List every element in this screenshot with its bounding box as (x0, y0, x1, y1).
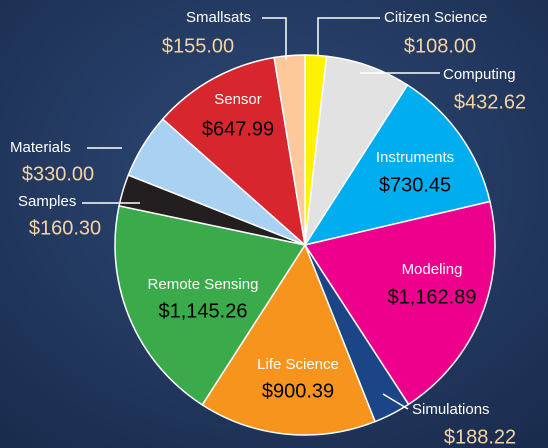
leader-line (382, 393, 409, 410)
value-label: $1,162.89 (388, 286, 477, 308)
pie-slice (161, 56, 307, 247)
leader-line (317, 17, 380, 56)
slice-label: Samples (18, 193, 76, 210)
value-label: $160.30 (29, 217, 101, 239)
pie-slice (114, 204, 307, 406)
slice-label: Smallsats (186, 9, 251, 26)
leader-line (262, 17, 287, 60)
value-label: $730.45 (379, 174, 451, 196)
labels: Citizen Science $108.00 Computing $432.62 In… (10, 9, 526, 448)
value-label: $188.22 (444, 426, 516, 448)
value-label: $108.00 (404, 35, 476, 57)
slice-label: Sensor (214, 91, 262, 108)
value-label: $1,145.26 (159, 300, 248, 322)
slice-label: Remote Sensing (148, 276, 259, 293)
value-label: $432.62 (454, 91, 526, 113)
value-label: $330.00 (22, 163, 94, 185)
slice-label: Citizen Science (384, 9, 487, 26)
pie (114, 54, 496, 436)
slice-label: Materials (10, 139, 71, 156)
value-label: $647.99 (202, 118, 274, 140)
slice-label: Computing (443, 66, 516, 83)
value-label: $155.00 (162, 35, 234, 57)
slice-label: Instruments (376, 149, 454, 166)
value-label: $900.39 (262, 380, 334, 402)
pie-slice (303, 83, 491, 247)
pie-slice (273, 54, 306, 246)
slice-label: Simulations (412, 401, 490, 418)
pie-slice (303, 200, 496, 406)
slice-label: Modeling (402, 261, 463, 278)
pie-slice (201, 243, 377, 436)
slice-label: Life Science (257, 356, 339, 373)
